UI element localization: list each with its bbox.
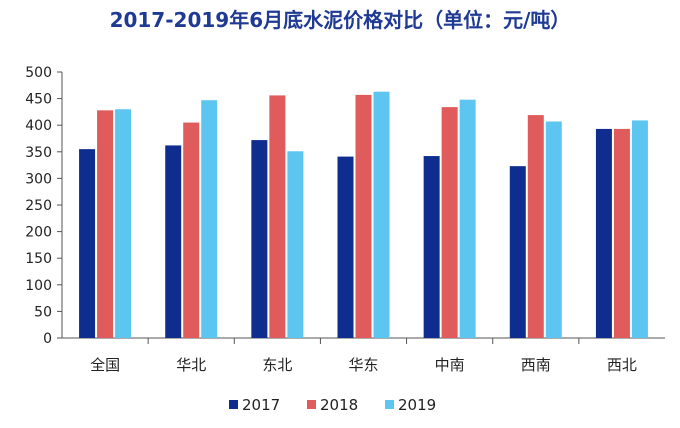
y-tick-label: 350 xyxy=(25,145,52,161)
legend-swatch-2017 xyxy=(229,400,238,409)
y-tick-label: 150 xyxy=(25,251,52,267)
y-tick-label: 200 xyxy=(25,225,52,241)
chart-title: 2017-2019年6月底水泥价格对比（单位：元/吨） xyxy=(109,8,571,32)
y-tick-label: 100 xyxy=(25,278,52,294)
bar-2018-0 xyxy=(97,110,114,338)
x-category-label: 东北 xyxy=(262,356,292,374)
legend-label-2019: 2019 xyxy=(398,396,436,414)
bar-2019-2 xyxy=(287,151,304,338)
x-category-label: 华东 xyxy=(348,356,378,374)
y-tick-label: 250 xyxy=(25,198,52,214)
bar-2019-4 xyxy=(459,99,476,338)
x-category-label: 中南 xyxy=(435,356,465,374)
legend-swatch-2019 xyxy=(385,400,394,409)
bar-2018-2 xyxy=(269,95,286,339)
bar-2017-1 xyxy=(165,145,182,338)
bar-2017-3 xyxy=(337,156,354,338)
x-category-label: 华北 xyxy=(176,356,206,374)
bar-2019-3 xyxy=(373,91,390,339)
legend-label-2017: 2017 xyxy=(242,396,280,414)
y-tick-label: 0 xyxy=(43,331,52,347)
bar-2019-5 xyxy=(545,121,562,338)
bar-2019-6 xyxy=(631,120,648,338)
bar-2017-5 xyxy=(509,166,526,338)
bar-2017-2 xyxy=(251,140,268,338)
legend-swatch-2018 xyxy=(307,400,316,409)
y-tick-label: 450 xyxy=(25,92,52,108)
y-tick-label: 400 xyxy=(25,118,52,134)
y-tick-label: 300 xyxy=(25,171,52,187)
x-category-label: 全国 xyxy=(90,356,120,374)
legend-label-2018: 2018 xyxy=(320,396,358,414)
bar-2018-1 xyxy=(183,122,200,338)
bar-2017-6 xyxy=(595,128,612,338)
bar-2018-3 xyxy=(355,94,372,338)
bar-2017-0 xyxy=(79,149,96,338)
bar-2017-4 xyxy=(423,156,440,338)
bar-2018-5 xyxy=(527,115,544,338)
x-category-label: 西北 xyxy=(607,356,637,374)
y-tick-label: 500 xyxy=(25,65,52,81)
bar-2018-4 xyxy=(441,107,458,338)
x-category-label: 西南 xyxy=(521,356,551,374)
bar-2019-0 xyxy=(115,109,132,339)
bar-2019-1 xyxy=(201,100,218,338)
bar-2018-6 xyxy=(613,128,630,338)
y-tick-label: 50 xyxy=(34,304,52,320)
